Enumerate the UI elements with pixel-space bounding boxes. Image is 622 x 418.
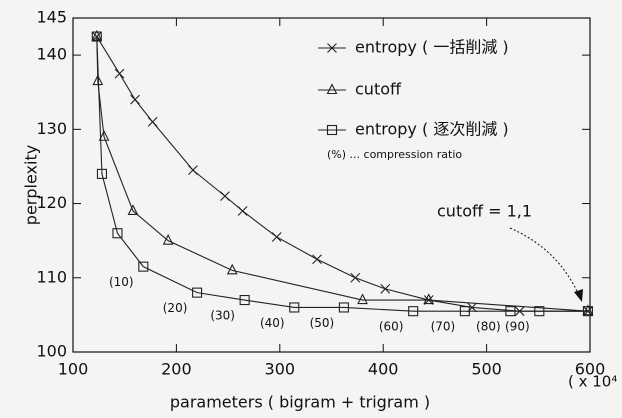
point xyxy=(96,168,108,179)
y-tick-label: 120 xyxy=(36,193,67,212)
point xyxy=(582,306,593,317)
series-line xyxy=(96,36,588,312)
point-label: (50) xyxy=(310,316,335,330)
point-label: (60) xyxy=(379,320,404,334)
legend-marker xyxy=(326,83,338,95)
point xyxy=(271,232,282,242)
y-tick-label: 140 xyxy=(36,45,67,64)
point xyxy=(112,228,123,239)
point xyxy=(127,204,139,216)
point xyxy=(226,263,238,275)
x-tick-label: 600 xyxy=(575,360,606,379)
plot-frame xyxy=(72,17,591,353)
point xyxy=(98,130,110,141)
legend-label: entropy ( 逐次削減 ) xyxy=(355,120,509,139)
point xyxy=(459,306,470,317)
series-line xyxy=(96,36,588,312)
point xyxy=(138,261,149,272)
point xyxy=(92,74,104,86)
point xyxy=(91,31,102,42)
point-label: (30) xyxy=(210,309,235,323)
point-label: (20) xyxy=(163,301,188,315)
x-tick-label: 400 xyxy=(368,360,399,379)
point xyxy=(192,287,203,298)
point xyxy=(289,302,300,313)
point xyxy=(130,94,140,105)
legend-marker xyxy=(327,43,337,53)
x-axis-label: parameters ( bigram + trigram ) xyxy=(170,393,430,412)
point xyxy=(357,293,368,305)
y-axis-label: perplexity xyxy=(22,145,41,225)
y-tick-label: 145 xyxy=(36,8,67,27)
legend-label: entropy ( 一括削減 ) xyxy=(355,38,509,57)
x-unit: ( x 10⁴ ) xyxy=(568,373,622,391)
point xyxy=(220,191,230,202)
point xyxy=(338,302,349,313)
legend-marker xyxy=(326,124,338,136)
y-tick-label: 110 xyxy=(36,267,67,286)
point-label: (80) xyxy=(476,320,501,334)
point xyxy=(147,117,158,127)
annotation-arrowhead xyxy=(574,289,583,302)
point xyxy=(188,165,198,176)
x-tick-label: 300 xyxy=(265,360,296,379)
point xyxy=(350,272,361,283)
point-label: (70) xyxy=(431,320,456,334)
point xyxy=(505,306,516,317)
point-label: (40) xyxy=(260,316,285,330)
point xyxy=(408,306,419,317)
annotation: cutoff = 1,1 xyxy=(437,202,532,221)
point xyxy=(239,294,250,306)
x-tick-label: 100 xyxy=(58,360,89,379)
point xyxy=(162,233,174,245)
point xyxy=(114,68,125,79)
series-line xyxy=(96,36,588,312)
point xyxy=(582,304,594,316)
point-label: (10) xyxy=(109,275,134,289)
x-tick-label: 500 xyxy=(471,360,502,379)
x-tick-label: 200 xyxy=(161,360,192,379)
point xyxy=(237,206,248,216)
point xyxy=(534,306,545,317)
point xyxy=(380,284,391,294)
legend-note: (%) ... compression ratio xyxy=(327,148,462,161)
point xyxy=(423,293,435,305)
y-tick-label: 100 xyxy=(36,342,67,361)
y-tick-label: 130 xyxy=(36,119,67,138)
point xyxy=(312,254,322,265)
annotation-arrow xyxy=(509,227,581,299)
point-label: (90) xyxy=(505,320,530,334)
legend-label: cutoff xyxy=(355,80,402,99)
